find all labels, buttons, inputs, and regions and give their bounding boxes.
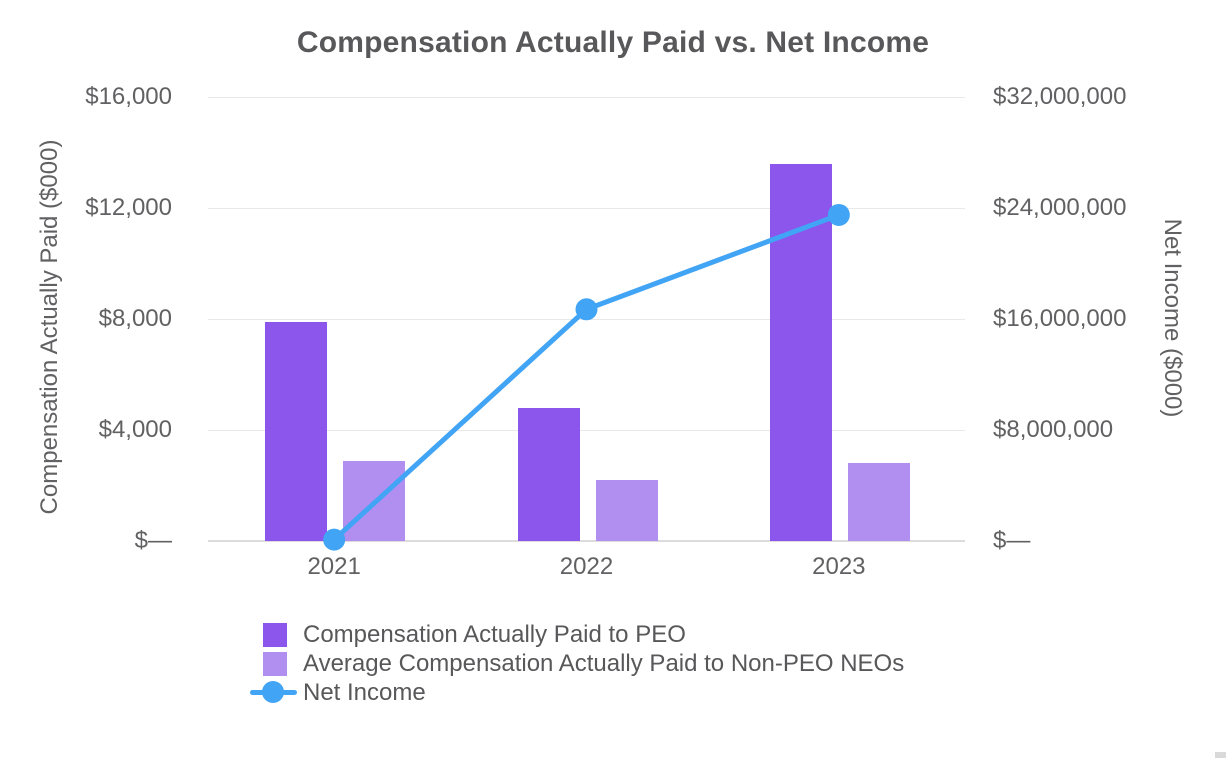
gridline: [208, 96, 965, 98]
net-income-marker-2021: [323, 528, 346, 551]
gridline: [208, 207, 965, 209]
net-income-marker-2023: [827, 203, 850, 226]
bar-peo-2022: [517, 407, 580, 541]
right-axis-title: Net Income ($000): [1159, 218, 1186, 418]
gridline: [208, 429, 965, 431]
net-income-line-path: [332, 212, 840, 542]
net-income-marker-2022: [575, 298, 598, 321]
legend-label-peo: Compensation Actually Paid to PEO: [303, 620, 686, 648]
net-income-line: [323, 203, 850, 551]
y-axis-tick-right: $24,000,000: [993, 194, 1127, 221]
chart-title: Compensation Actually Paid vs. Net Incom…: [296, 26, 930, 59]
legend-label-net-income: Net Income: [303, 678, 426, 706]
y-axis-tick-right: $—: [993, 527, 1031, 554]
bar-non-peo-2023: [847, 463, 910, 541]
legend-item-non-peo-neos: Average Compensation Actually Paid to No…: [250, 649, 904, 678]
y-axis-tick-left: $16,000: [85, 83, 172, 110]
y-axis-tick-right: $32,000,000: [993, 83, 1127, 110]
net-income-line-icon: [250, 678, 303, 707]
bar-non-peo-2022: [595, 479, 658, 541]
y-axis-tick-left: $—: [134, 527, 172, 554]
legend-label-non-peo-neos: Average Compensation Actually Paid to No…: [303, 649, 905, 677]
x-axis-line: [208, 540, 965, 542]
bar-peo-2021: [265, 321, 328, 541]
x-axis-tick-2021: 2021: [307, 553, 361, 580]
x-axis-tick-2022: 2022: [559, 553, 614, 580]
corner-artifact: [1215, 752, 1226, 758]
x-axis-tick-2023: 2023: [812, 553, 866, 580]
legend-item-peo: Compensation Actually Paid to PEO: [250, 620, 904, 649]
y-axis-tick-left: $4,000: [98, 416, 172, 443]
legend-item-net-income: Net Income: [250, 678, 904, 707]
plot-area: [208, 96, 965, 551]
y-axis-tick-right: $16,000,000: [993, 305, 1127, 332]
peo-swatch-icon: [250, 620, 303, 649]
y-axis-tick-left: $12,000: [85, 194, 172, 221]
y-axis-tick-right: $8,000,000: [993, 416, 1114, 443]
non-peo-swatch-icon: [250, 649, 303, 678]
y-axis-tick-left: $8,000: [98, 305, 172, 332]
legend: Compensation Actually Paid to PEO Averag…: [250, 620, 904, 707]
